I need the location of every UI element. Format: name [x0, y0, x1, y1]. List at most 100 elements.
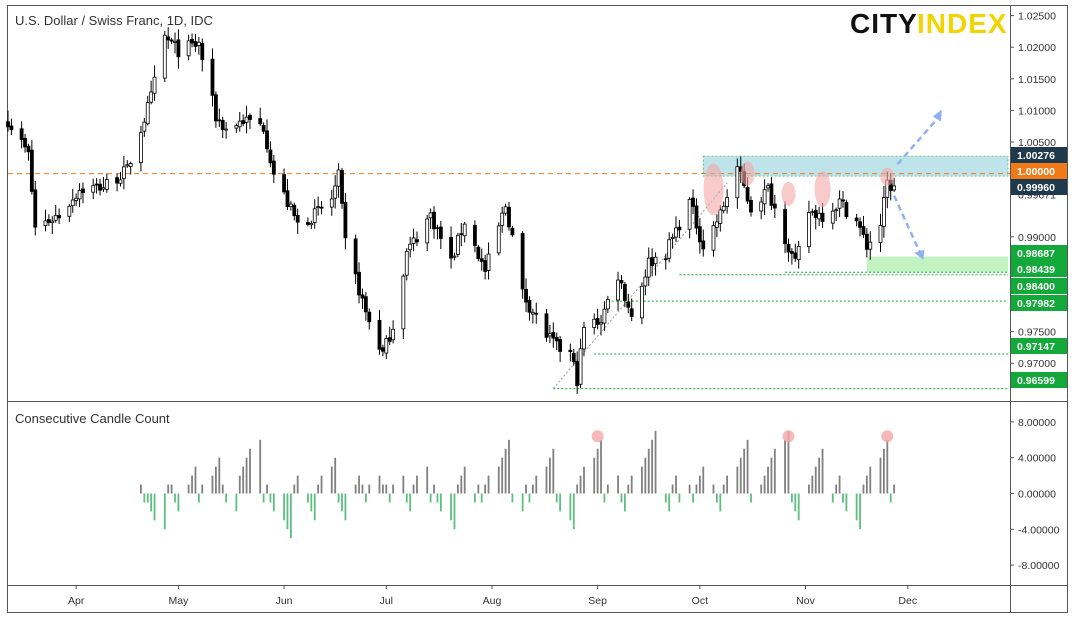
arrow-down-head — [914, 249, 925, 260]
histogram-bar-up — [579, 475, 582, 494]
histogram-bar-down — [692, 493, 694, 503]
candle-body-up — [646, 257, 651, 278]
candle-body-down — [261, 124, 266, 132]
candle — [312, 199, 317, 229]
symbol-title: U.S. Dollar / Swiss Franc, 1D, IDC — [15, 13, 213, 28]
candle-body-down — [363, 296, 368, 313]
candle — [367, 308, 372, 330]
histogram-bar-up — [358, 475, 360, 494]
candle — [486, 242, 491, 280]
price-level-label-text: 1.00000 — [1017, 166, 1055, 178]
candle-body-down — [844, 202, 849, 217]
histogram-bar-up — [627, 484, 630, 494]
candle — [868, 231, 873, 260]
histogram-bar-up — [770, 457, 773, 494]
histogram-bar-down — [272, 493, 275, 512]
histogram-bar-up — [456, 484, 459, 494]
histogram-bar-down — [174, 493, 176, 503]
candle — [224, 122, 229, 139]
candle-body-up — [336, 169, 341, 187]
candle — [650, 248, 655, 277]
candle — [878, 213, 883, 252]
histogram-bar-down — [797, 493, 800, 521]
candle — [306, 217, 310, 227]
candle-body-down — [265, 130, 269, 150]
candle — [786, 238, 791, 262]
histogram-bar-up — [477, 484, 480, 494]
candle — [858, 217, 862, 237]
candle — [265, 119, 269, 153]
candle — [377, 310, 382, 355]
histogram-bar-up — [487, 475, 490, 494]
candle-body-down — [650, 257, 655, 266]
swing-high-highlight — [781, 181, 796, 206]
histogram-bar-up — [767, 466, 769, 494]
candle — [53, 204, 58, 223]
candle — [415, 231, 419, 247]
histogram-bar-up — [760, 484, 763, 494]
candle — [149, 80, 154, 105]
histogram-bar-up — [426, 466, 429, 494]
candle-body-up — [139, 132, 143, 164]
candle-body-down — [282, 174, 286, 193]
candle — [94, 178, 99, 194]
candle-body-down — [858, 221, 862, 228]
candle — [558, 335, 563, 362]
histogram-bar-up — [545, 466, 548, 494]
candle — [288, 200, 293, 211]
candle — [391, 320, 396, 344]
histogram-bar-up — [787, 430, 790, 494]
candle — [462, 221, 467, 243]
histogram-bar-up — [330, 466, 333, 494]
histogram-bar-up — [296, 475, 299, 494]
candle — [534, 302, 539, 324]
histogram-bar-up — [654, 430, 657, 494]
candle-body-down — [551, 332, 556, 339]
candle — [142, 117, 147, 137]
candle-body-up — [721, 205, 726, 212]
histogram-bar-down — [150, 493, 153, 512]
candle — [861, 215, 866, 239]
candle-body-down — [861, 226, 866, 235]
candle-body-down — [220, 119, 225, 130]
candle-body-down — [377, 319, 382, 350]
histogram-bar-down — [197, 493, 200, 503]
candle-body-down — [558, 339, 563, 352]
histogram-bar-up — [600, 439, 602, 494]
histogram-bar-down — [429, 493, 432, 503]
histogram-bar-up — [548, 457, 551, 494]
candle — [363, 292, 368, 321]
candle — [74, 193, 79, 206]
candle — [864, 228, 869, 258]
candle-body-down — [749, 200, 753, 213]
price-labels-layer: 1.00276 1.00000 0.99960 0.98687 0.98439 0.984… — [1011, 147, 1067, 388]
histogram-bar-down — [262, 493, 265, 503]
price-level-label-bg — [1011, 278, 1067, 294]
candle — [449, 226, 453, 269]
candle-body-up — [53, 215, 58, 221]
histogram-bar-up — [167, 484, 170, 494]
arrow-up-head — [932, 109, 942, 122]
histogram-bar-up — [392, 484, 395, 494]
candle-body-down — [476, 246, 481, 259]
candle — [139, 125, 143, 172]
candle — [186, 34, 191, 61]
candle-body-up — [674, 227, 678, 238]
candle-body-down — [98, 183, 102, 191]
candle-body-down — [271, 160, 276, 175]
price-level-label-bg — [1011, 163, 1067, 179]
histogram-bar-up — [784, 439, 786, 494]
highlights-layer — [703, 109, 943, 260]
candle-body-up — [333, 185, 338, 199]
candle — [50, 216, 55, 235]
candle-body-down — [353, 238, 358, 275]
candle-body-up — [391, 328, 396, 341]
candle-body-down — [786, 244, 791, 253]
histogram-bar-up — [259, 439, 262, 494]
candle — [77, 183, 82, 208]
candle — [343, 193, 348, 250]
candle-body-up — [43, 220, 48, 226]
histogram-bar-up — [893, 484, 896, 494]
candle — [248, 113, 252, 130]
candle — [26, 143, 31, 161]
